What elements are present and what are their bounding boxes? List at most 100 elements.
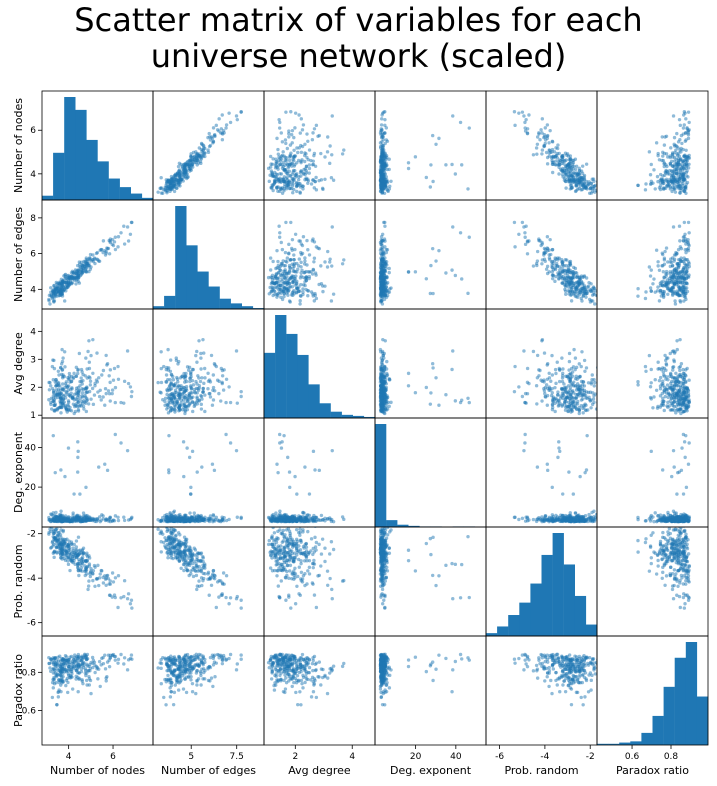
point-degexp-nodes-237 [122, 518, 127, 523]
hist-bar-nodes-1 [53, 152, 65, 200]
point-avgdeg-edges-193 [206, 387, 210, 391]
point-edges-paradox-296 [665, 286, 670, 291]
point-nodes-prand-168 [527, 113, 531, 117]
point-nodes-avgdeg-225 [316, 134, 320, 139]
point-nodes-avgdeg-186 [268, 154, 273, 159]
hist-bar-edges-6 [219, 298, 231, 309]
point-nodes-prand-298 [575, 172, 579, 176]
point-avgdeg-paradox-142 [674, 371, 678, 376]
point-edges-prand-267 [568, 259, 573, 264]
point-avgdeg-nodes-270 [52, 403, 57, 407]
point-avgdeg-prand-135 [540, 337, 545, 342]
point-nodes-avgdeg-286 [303, 159, 307, 164]
point-edges-avgdeg-192 [290, 237, 295, 242]
point-nodes-prand-63 [564, 186, 568, 190]
point-nodes-prand-67 [524, 117, 528, 122]
point-nodes-prand-23 [557, 172, 561, 176]
point-edges-nodes-207 [101, 239, 106, 243]
point-edges-nodes-209 [100, 248, 104, 252]
point-avgdeg-nodes-275 [53, 396, 58, 400]
point-avgdeg-paradox-245 [672, 399, 677, 404]
point-nodes-edges-67 [235, 117, 239, 122]
panel-frame [596, 199, 709, 310]
point-avgdeg-paradox-290 [661, 379, 665, 383]
point-edges-degexp-91 [431, 291, 435, 296]
point-nodes-prand-237 [540, 117, 545, 121]
point-edges-avgdeg-252 [292, 292, 296, 296]
point-edges-avgdeg-212 [287, 268, 292, 273]
point-avgdeg-prand-252 [576, 386, 580, 391]
point-nodes-avgdeg-2 [289, 110, 293, 114]
point-nodes-paradox-243 [684, 174, 689, 178]
point-nodes-avgdeg-273 [284, 110, 288, 114]
point-edges-prand-117 [560, 263, 565, 267]
point-edges-avgdeg-266 [282, 285, 287, 290]
panel-edges-vs-prand [485, 199, 598, 310]
point-edges-prand-233 [547, 270, 551, 274]
point-nodes-avgdeg-232 [287, 129, 291, 133]
point-degexp-nodes-267 [82, 517, 86, 521]
point-avgdeg-nodes-289 [76, 409, 81, 413]
point-nodes-prand-83 [531, 153, 536, 157]
point-edges-avgdeg-231 [326, 249, 330, 254]
point-edges-prand-199 [513, 245, 517, 249]
point-nodes-avgdeg-100 [284, 187, 289, 191]
point-nodes-degexp-76 [428, 185, 433, 189]
point-avgdeg-degexp-295 [379, 406, 383, 410]
point-avgdeg-nodes-122 [88, 383, 93, 387]
point-nodes-edges-8 [219, 127, 224, 131]
point-avgdeg-prand-265 [565, 395, 569, 400]
point-avgdeg-edges-35 [199, 402, 204, 407]
point-edges-prand-238 [560, 258, 564, 262]
point-nodes-avgdeg-75 [323, 177, 327, 181]
point-edges-paradox-293 [678, 279, 683, 284]
point-degexp-nodes-232 [110, 519, 114, 523]
point-edges-avgdeg-203 [279, 295, 283, 300]
point-edges-paradox-229 [666, 260, 670, 264]
point-edges-prand-227 [555, 264, 559, 268]
point-avgdeg-paradox-259 [676, 399, 680, 403]
point-edges-prand-172 [574, 271, 579, 275]
point-avgdeg-paradox-65 [652, 395, 656, 399]
point-avgdeg-nodes-134 [89, 397, 93, 401]
point-edges-avgdeg-180 [310, 272, 315, 276]
hist-bar-nodes-5 [97, 161, 109, 200]
point-edges-prand-183 [535, 263, 539, 268]
point-nodes-paradox-79 [687, 120, 691, 125]
point-nodes-avgdeg-202 [301, 123, 306, 127]
point-avgdeg-prand-92 [572, 347, 576, 352]
point-nodes-avgdeg-102 [340, 152, 345, 156]
point-avgdeg-degexp-11 [413, 391, 418, 395]
point-nodes-edges-163 [156, 190, 160, 194]
point-nodes-prand-265 [565, 167, 569, 172]
point-edges-avgdeg-289 [269, 275, 273, 279]
point-avgdeg-prand-269 [557, 398, 561, 402]
point-nodes-prand-169 [573, 167, 578, 172]
hist-bar-avgdeg-7 [341, 414, 353, 418]
point-avgdeg-nodes-110 [90, 386, 95, 391]
point-avgdeg-nodes-66 [89, 353, 93, 358]
point-avgdeg-nodes-4 [47, 398, 51, 402]
panel-frame [374, 90, 487, 201]
point-edges-paradox-298 [682, 275, 686, 280]
point-edges-paradox-192 [686, 237, 690, 242]
point-nodes-degexp-257 [437, 136, 441, 141]
point-avgdeg-paradox-248 [671, 388, 675, 393]
point-nodes-prand-231 [535, 135, 540, 139]
point-edges-prand-297 [566, 279, 571, 284]
point-edges-prand-122 [544, 267, 549, 271]
point-avgdeg-edges-171 [164, 380, 168, 384]
panel-edges-vs-avgdeg [263, 199, 376, 310]
point-nodes-degexp-187 [450, 162, 454, 167]
point-degexp-nodes-187 [76, 449, 80, 454]
point-avgdeg-edges-294 [167, 399, 171, 403]
point-avgdeg-paradox-198 [669, 396, 674, 401]
point-avgdeg-nodes-135 [91, 337, 95, 342]
point-edges-prand-241 [562, 276, 566, 281]
point-avgdeg-paradox-211 [681, 409, 686, 414]
point-degexp-nodes-12 [97, 515, 102, 519]
point-nodes-prand-165 [588, 187, 593, 191]
point-nodes-avgdeg-234 [290, 133, 294, 137]
point-avgdeg-nodes-46 [67, 371, 72, 376]
point-nodes-prand-247 [577, 166, 581, 171]
